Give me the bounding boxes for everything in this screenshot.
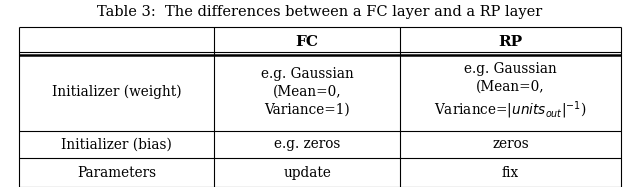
Text: RP: RP — [499, 35, 522, 49]
Text: e.g. Gaussian
(Mean=0,
Variance=$|units_{out}|^{-1}$): e.g. Gaussian (Mean=0, Variance=$|units_… — [434, 62, 587, 121]
Text: update: update — [284, 165, 331, 180]
Text: e.g. zeros: e.g. zeros — [274, 137, 340, 151]
Text: fix: fix — [502, 165, 519, 180]
Text: Table 3:  The differences between a FC layer and a RP layer: Table 3: The differences between a FC la… — [97, 5, 543, 19]
Text: Initializer (weight): Initializer (weight) — [52, 85, 182, 99]
Text: e.g. Gaussian
(Mean=0,
Variance=1): e.g. Gaussian (Mean=0, Variance=1) — [261, 67, 353, 117]
Text: FC: FC — [296, 35, 319, 49]
Text: Initializer (bias): Initializer (bias) — [61, 137, 172, 151]
Text: zeros: zeros — [492, 137, 529, 151]
Text: Parameters: Parameters — [77, 165, 156, 180]
